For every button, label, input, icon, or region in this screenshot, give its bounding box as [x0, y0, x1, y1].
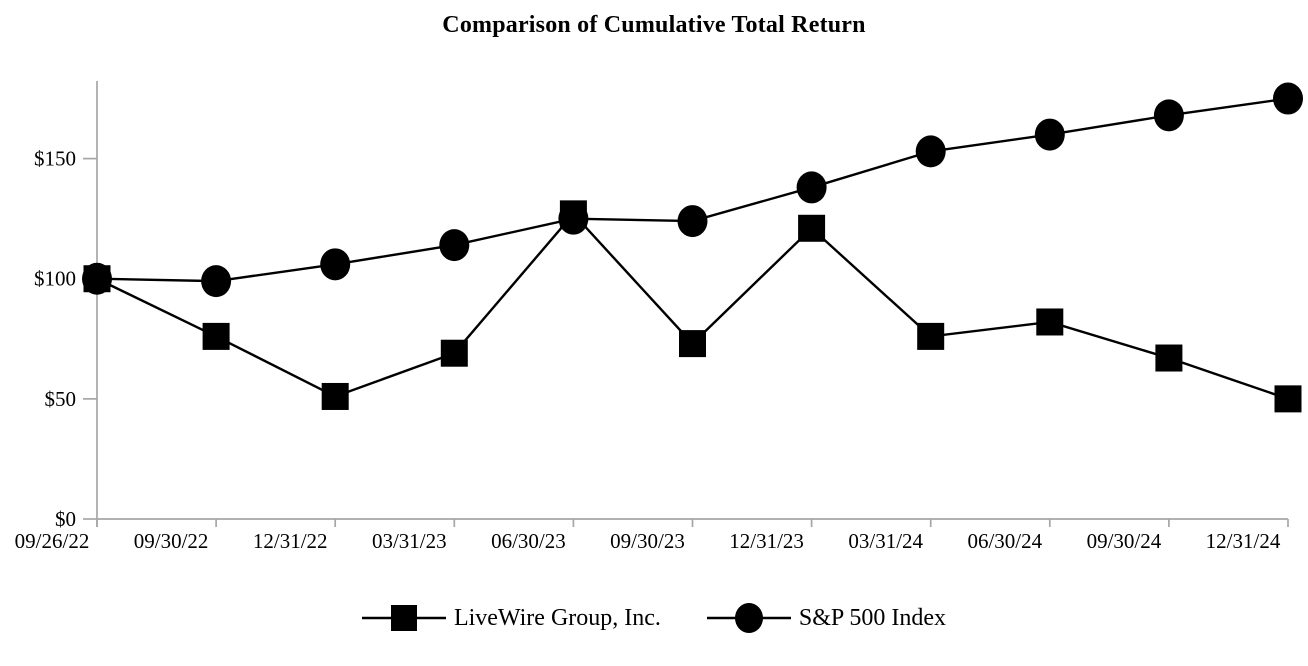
square-marker-icon — [361, 605, 446, 631]
plot-area: $0 $50 $100 $150 09/26/22 09/30/22 12/31/22 03/… — [15, 81, 1303, 553]
series-livewire-group-inc — [83, 200, 1302, 413]
data-point-marker — [917, 322, 945, 350]
x-tick-label: 09/30/23 — [610, 529, 685, 553]
y-tick-label: $0 — [55, 507, 76, 531]
x-tick-label: 03/31/23 — [372, 529, 447, 553]
data-point-marker — [1155, 344, 1183, 372]
y-tick-label: $50 — [45, 387, 77, 411]
data-point-marker — [677, 205, 708, 238]
data-point-marker — [1274, 385, 1302, 413]
series-s-p-500-index — [82, 82, 1303, 298]
x-tick-label: 06/30/24 — [967, 529, 1042, 553]
data-point-marker — [1034, 118, 1065, 151]
data-point-marker — [679, 330, 706, 358]
data-point-marker — [796, 171, 827, 204]
y-tick-label: $100 — [34, 267, 76, 291]
data-point-marker — [1273, 82, 1303, 115]
x-tick-label: 03/31/24 — [848, 529, 923, 553]
x-tick-label: 09/30/24 — [1087, 529, 1162, 553]
data-point-marker — [1036, 308, 1064, 336]
series-line — [96, 97, 1289, 283]
data-point-marker — [201, 265, 232, 298]
y-tick-label: $150 — [34, 147, 76, 171]
chart-title: Comparison of Cumulative Total Return — [442, 12, 866, 38]
data-point-marker — [798, 214, 826, 242]
legend-label-livewire: LiveWire Group, Inc. — [453, 604, 661, 631]
legend-item-livewire: LiveWire Group, Inc. — [361, 600, 661, 636]
x-tick-label: 09/30/22 — [134, 529, 209, 553]
legend-label-sp500: S&P 500 Index — [798, 604, 947, 631]
x-tick-label: 06/30/23 — [491, 529, 566, 553]
data-point-marker — [559, 200, 587, 228]
x-tick-label: 12/31/23 — [729, 529, 804, 553]
data-point-marker — [83, 265, 111, 293]
data-point-marker — [320, 248, 351, 281]
legend-item-sp500: S&P 500 Index — [706, 600, 947, 636]
legend: LiveWire Group, Inc. S&P 500 Index — [0, 600, 1308, 636]
circle-marker-icon — [706, 603, 791, 633]
data-point-marker — [1153, 99, 1184, 132]
x-tick-label: 12/31/22 — [253, 529, 328, 553]
data-point-marker — [202, 322, 230, 350]
data-point-marker — [439, 229, 470, 262]
x-tick-label: 09/26/22 — [15, 529, 90, 553]
data-point-marker — [321, 382, 349, 410]
data-point-marker — [440, 339, 468, 367]
series-line — [96, 212, 1289, 401]
x-tick-label: 12/31/24 — [1206, 529, 1281, 553]
data-point-marker — [915, 135, 946, 168]
